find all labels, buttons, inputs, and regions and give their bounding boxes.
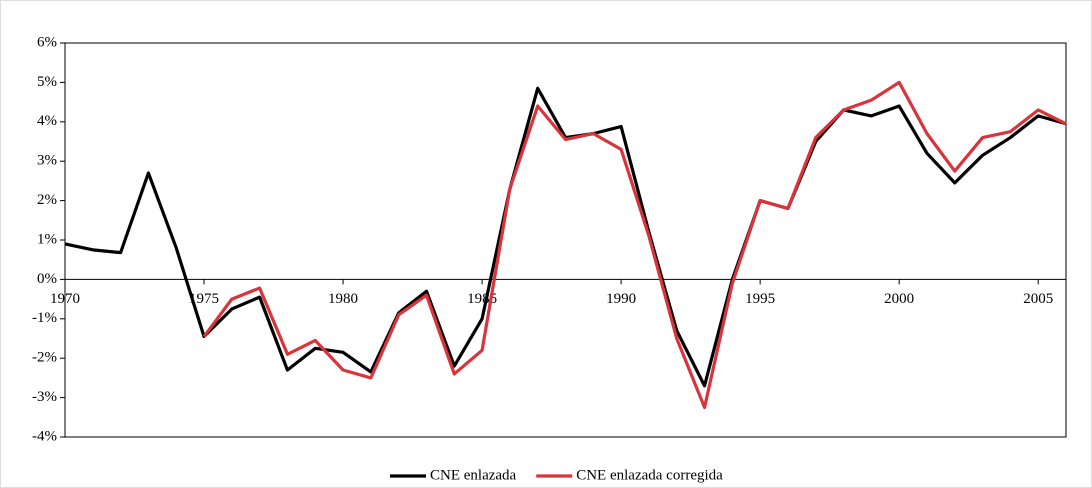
x-tick-label: 1975 (189, 291, 219, 307)
y-tick-label: -3% (32, 389, 57, 405)
y-tick-label: 1% (37, 231, 57, 247)
y-tick-label: 3% (37, 153, 57, 169)
x-tick-label: 1970 (50, 291, 80, 307)
y-tick-label: -1% (32, 310, 57, 326)
x-tick-label: 1995 (745, 291, 775, 307)
x-tick-label: 2005 (1023, 291, 1053, 307)
y-tick-label: 2% (37, 192, 57, 208)
y-tick-label: 5% (37, 74, 57, 90)
legend-label: CNE enlazada corregida (576, 467, 723, 483)
y-tick-label: -2% (32, 350, 57, 366)
x-tick-label: 2000 (884, 291, 914, 307)
legend-label: CNE enlazada (430, 467, 517, 483)
x-tick-label: 1980 (328, 291, 358, 307)
series-line (202, 80, 1067, 410)
y-tick-label: 6% (37, 34, 57, 50)
y-tick-label: 0% (37, 271, 57, 287)
x-tick-label: 1990 (606, 291, 636, 307)
y-tick-label: 4% (37, 113, 57, 129)
y-tick-label: -4% (32, 428, 57, 444)
